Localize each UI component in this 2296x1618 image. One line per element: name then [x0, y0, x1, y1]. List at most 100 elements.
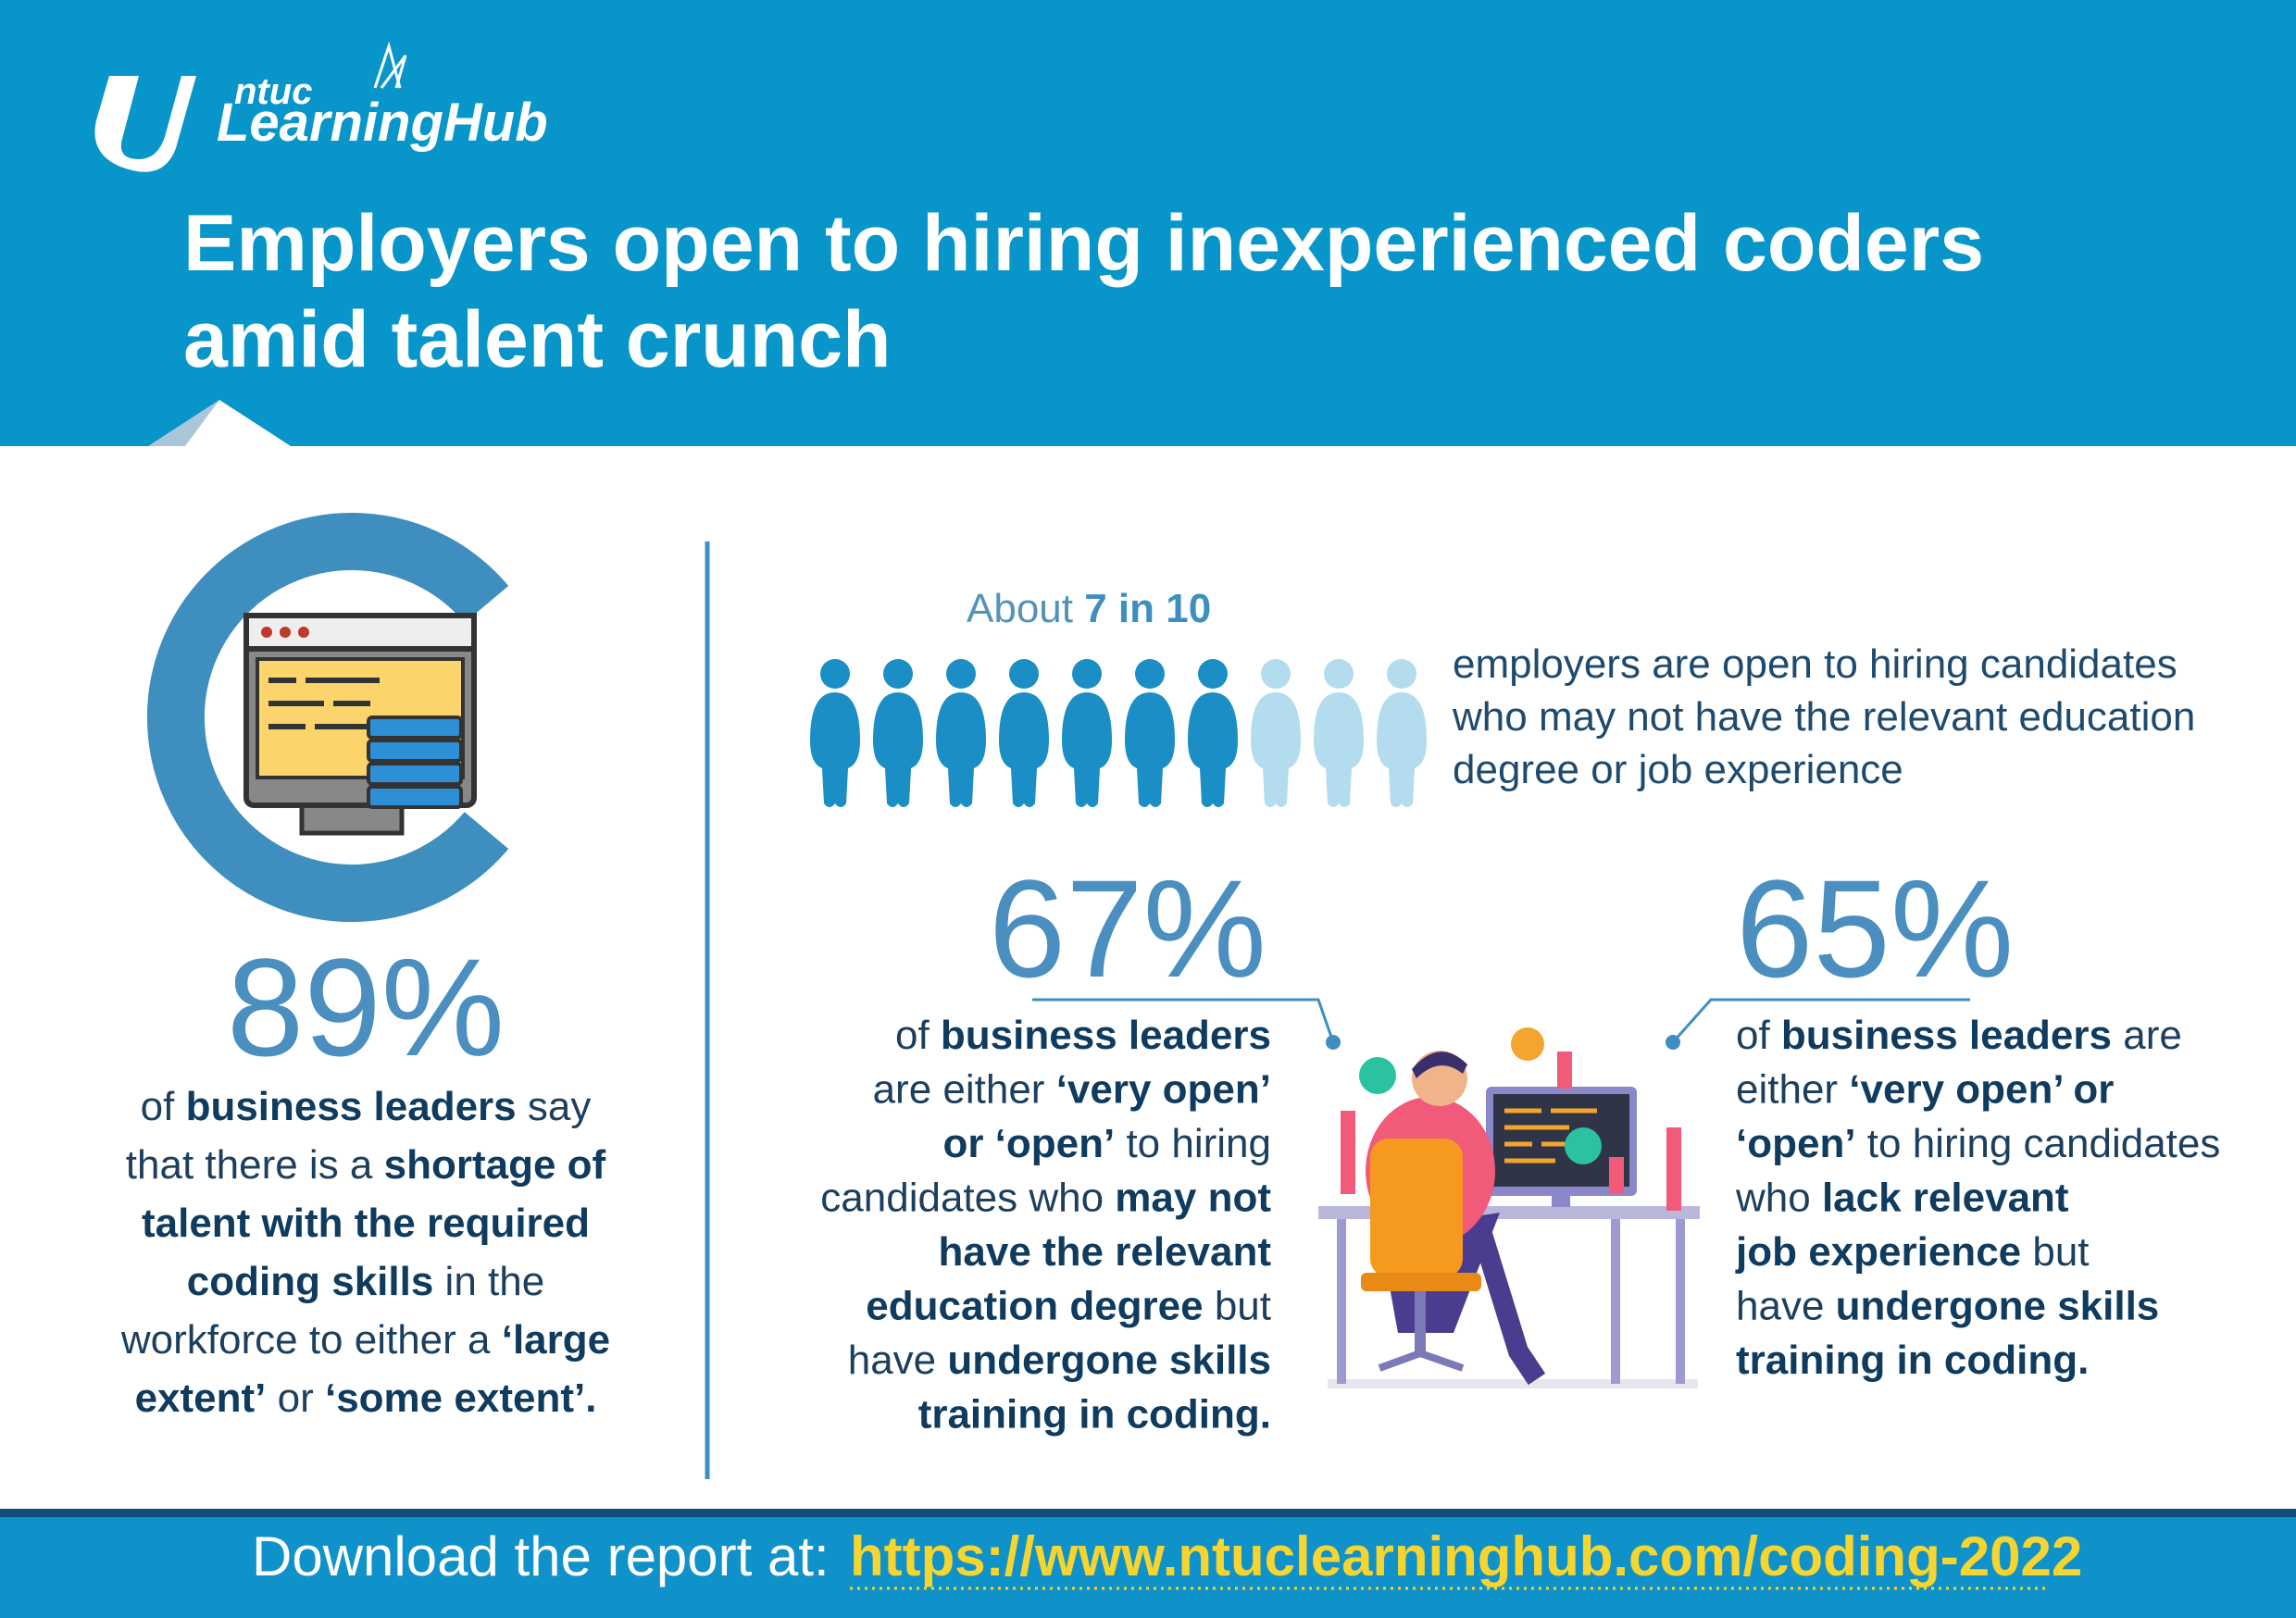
- text-line: have undergone skills: [1736, 1284, 2159, 1329]
- bold-text: talent with the required: [142, 1201, 590, 1246]
- person-icon: [999, 659, 1049, 807]
- code-badge: [1565, 1127, 1602, 1164]
- bold-text: training in coding.: [1736, 1338, 2089, 1383]
- person-icon: [1188, 659, 1238, 807]
- monitor-screen: [1493, 1094, 1629, 1187]
- text: have: [848, 1338, 948, 1383]
- dot: [261, 627, 272, 638]
- logo-brand: ntuc: [234, 71, 312, 112]
- text-line: extent’ or ‘some extent’.: [135, 1375, 597, 1421]
- stat: 89%: [227, 929, 505, 1085]
- footer-link[interactable]: https://www.ntuclearninghub.com/coding-2…: [850, 1525, 2082, 1587]
- text-line: that there is a shortage of: [126, 1142, 606, 1188]
- text: say: [517, 1084, 592, 1129]
- callout-line: [1671, 998, 1970, 1043]
- callout-dot: [1666, 1035, 1680, 1050]
- server: [367, 785, 463, 809]
- text: degree or job experience: [1453, 747, 1903, 792]
- text-line: education degree but: [866, 1284, 1271, 1329]
- person-head: [1072, 659, 1102, 689]
- text: of: [895, 1013, 941, 1058]
- text: are either: [873, 1067, 1056, 1113]
- logo-product: LearningHub: [217, 93, 548, 153]
- text-line: have undergone skills: [848, 1338, 1271, 1383]
- person-head: [883, 659, 913, 689]
- bold-text: ‘open’: [1736, 1121, 1856, 1166]
- person-head: [820, 659, 850, 689]
- person-head: [1135, 659, 1165, 689]
- text-line: talent with the required: [142, 1201, 590, 1246]
- callout-line: [1032, 998, 1335, 1043]
- bold-text: business leaders: [941, 1013, 1271, 1058]
- desk-leg: [1676, 1219, 1685, 1384]
- person-head: [1324, 659, 1354, 689]
- bold-text: or ‘open’: [942, 1121, 1115, 1166]
- text: or: [266, 1375, 325, 1421]
- text-line: job experience but: [1735, 1229, 2090, 1275]
- person-body: [1377, 692, 1427, 807]
- text-line: who lack relevant: [1735, 1176, 2069, 1221]
- person-icon: [1062, 659, 1112, 807]
- dot: [298, 627, 309, 638]
- person-icon: [1314, 659, 1364, 807]
- person-head: [1387, 659, 1416, 689]
- person-icon: [810, 659, 860, 807]
- server: [367, 762, 463, 786]
- dot: [280, 627, 291, 638]
- text-line: coding skills in the: [187, 1259, 544, 1304]
- small-person: [1557, 1052, 1572, 1089]
- person-head: [1009, 659, 1039, 689]
- person-body: [873, 692, 923, 807]
- text: About: [967, 586, 1084, 631]
- text: that there is a: [126, 1142, 384, 1188]
- text: who may not have the relevant education: [1452, 694, 2195, 740]
- bold-text: coding skills: [187, 1259, 434, 1304]
- logo-leaf: [373, 41, 407, 89]
- header-band: [0, 0, 2296, 446]
- person-body: [1188, 692, 1238, 807]
- computer-icon: [243, 613, 477, 836]
- person-body: [1314, 692, 1364, 807]
- text: but: [2021, 1229, 2089, 1275]
- text-line: ‘open’ to hiring candidates: [1736, 1121, 2220, 1166]
- small-person: [1609, 1157, 1624, 1194]
- notch-shadow: [148, 400, 219, 446]
- bold-text: business leaders: [1781, 1013, 2112, 1058]
- stat: 67%: [989, 851, 1267, 1006]
- text: workforce to either a: [120, 1317, 502, 1363]
- chair-base: [1378, 1349, 1465, 1372]
- text-line: of business leaders: [895, 1013, 1271, 1058]
- text-line: About 7 in 10: [967, 586, 1211, 631]
- bold-text: have the relevant: [939, 1229, 1272, 1275]
- text: either: [1736, 1067, 1849, 1113]
- text: of: [1736, 1013, 1781, 1058]
- title-line: Employers open to hiring inexperienced c…: [183, 199, 1984, 288]
- person-body: [999, 692, 1049, 807]
- footer-band: [0, 1515, 2296, 1618]
- bold-text: lack relevant: [1822, 1176, 2069, 1221]
- person-head: [1198, 659, 1228, 689]
- bold-text: extent’: [135, 1375, 267, 1421]
- chair-seat: [1361, 1273, 1481, 1291]
- text: who: [1735, 1176, 1822, 1221]
- chair-back: [1370, 1139, 1463, 1277]
- bold-text: job experience: [1735, 1229, 2021, 1275]
- person-body: [1062, 692, 1112, 807]
- person-body: [810, 692, 860, 807]
- text-line: who may not have the relevant education: [1452, 694, 2195, 740]
- text-line: training in coding.: [1736, 1338, 2089, 1383]
- text-line: workforce to either a ‘large: [120, 1317, 610, 1363]
- small-person: [1666, 1127, 1681, 1211]
- bold-text: training in coding.: [918, 1392, 1271, 1438]
- footer-edge: [0, 1509, 2296, 1517]
- bold-text: education degree: [866, 1284, 1203, 1329]
- text: have: [1736, 1284, 1836, 1329]
- server: [367, 739, 463, 763]
- bold-text: business leaders: [186, 1084, 517, 1129]
- text-line: or ‘open’ to hiring: [942, 1121, 1271, 1166]
- monitor-neck: [1552, 1194, 1570, 1207]
- logo-mark: [94, 76, 196, 172]
- desk-leg: [1337, 1219, 1346, 1384]
- person-body: [1125, 692, 1175, 807]
